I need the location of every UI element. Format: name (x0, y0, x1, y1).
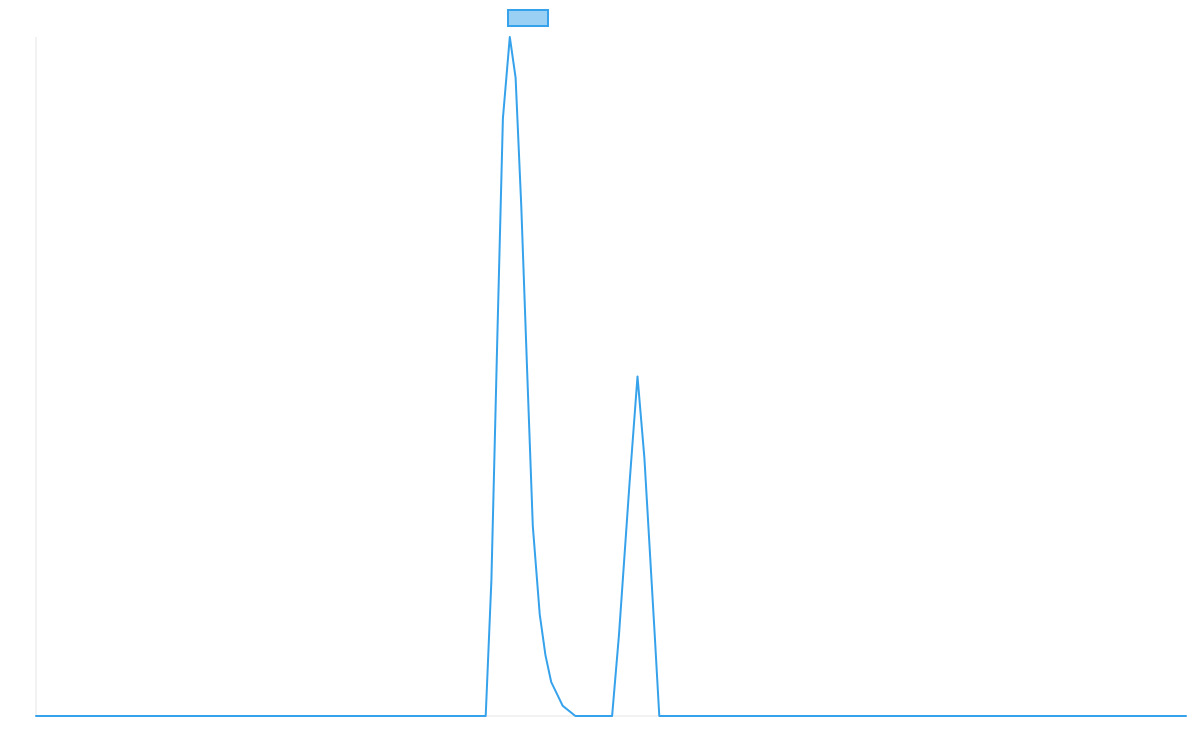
legend-swatch[interactable] (507, 9, 549, 27)
series-line-0 (35, 36, 1187, 717)
